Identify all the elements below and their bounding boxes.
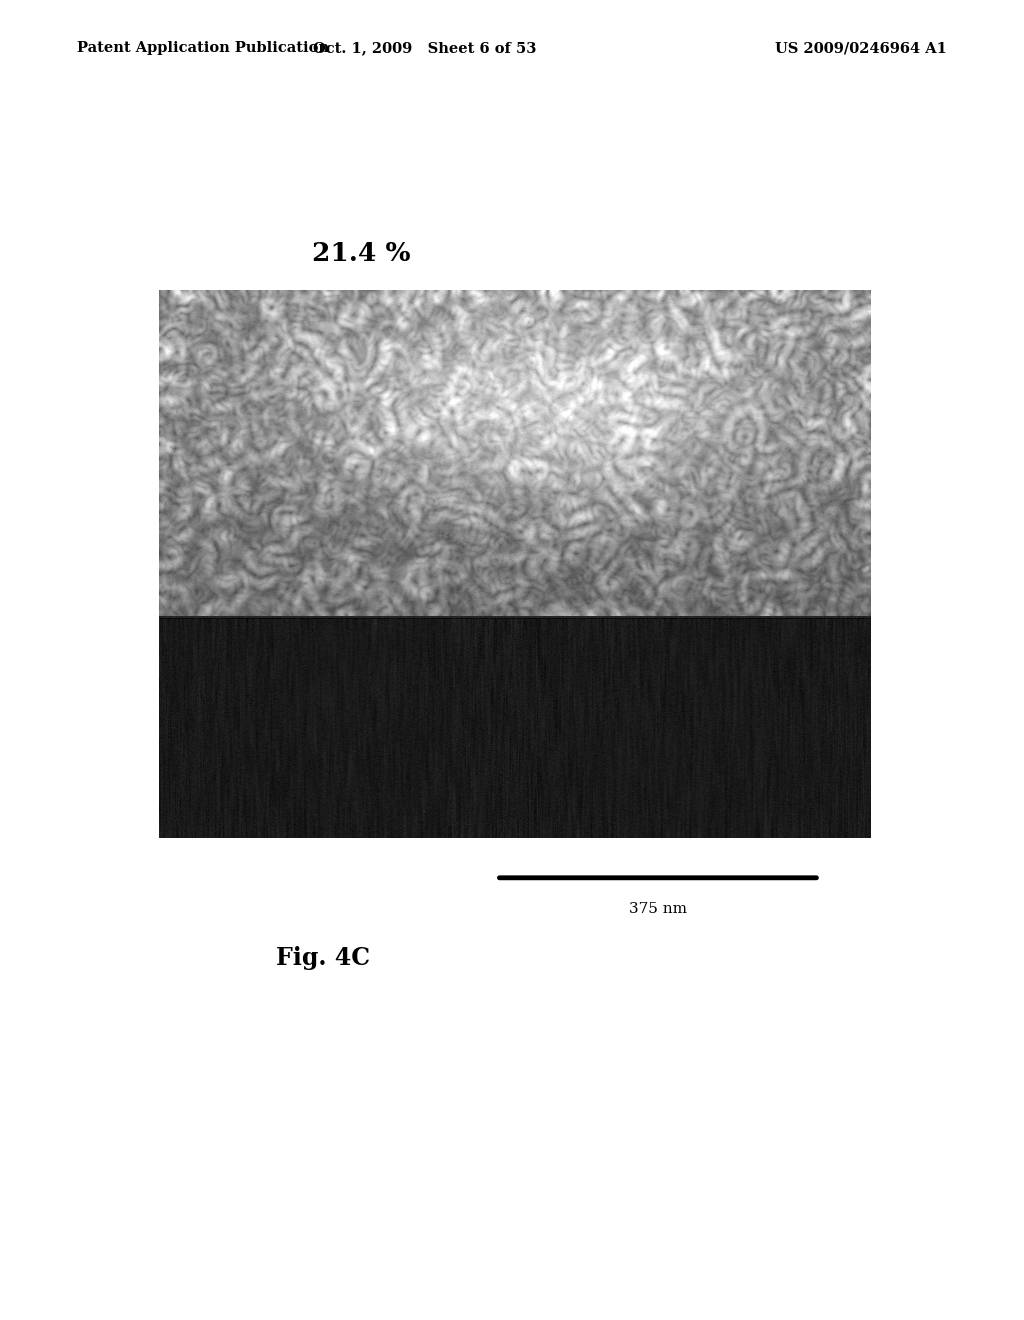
Text: 21.4 %: 21.4 % <box>312 242 411 265</box>
Text: Oct. 1, 2009   Sheet 6 of 53: Oct. 1, 2009 Sheet 6 of 53 <box>313 41 537 55</box>
Text: 375 nm: 375 nm <box>630 902 687 916</box>
Text: Patent Application Publication: Patent Application Publication <box>77 41 329 55</box>
Text: Fig. 4C: Fig. 4C <box>276 946 371 970</box>
Text: US 2009/0246964 A1: US 2009/0246964 A1 <box>775 41 947 55</box>
